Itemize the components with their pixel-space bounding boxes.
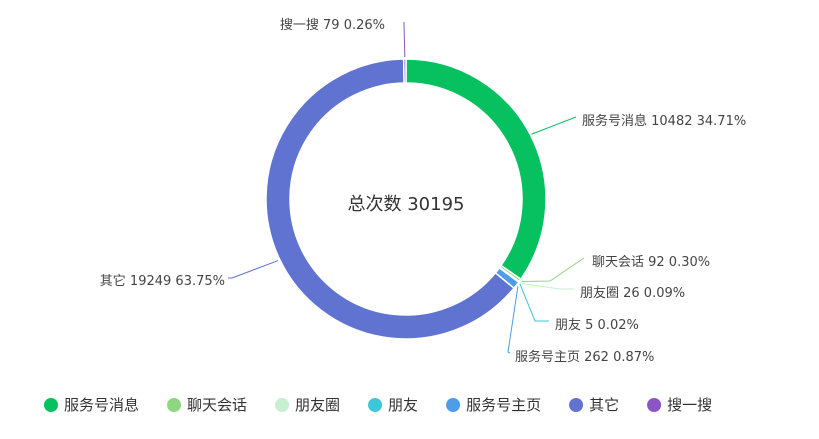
- legend-item-5[interactable]: 其它: [569, 396, 619, 414]
- leader-line-0: [531, 116, 577, 135]
- legend-dot-5: [569, 398, 584, 412]
- legend-dot-0: [44, 398, 58, 412]
- slice-label-5: 其它 19249 63.75%: [100, 273, 225, 289]
- legend-label-5: 其它: [589, 396, 619, 414]
- legend-item-0[interactable]: 服务号消息: [44, 396, 139, 414]
- legend-dot-2: [275, 398, 290, 412]
- slice-labels: 服务号消息 10482 34.71% 聊天会话 92 0.30% 朋友圈 26 0.…: [100, 18, 746, 365]
- leader-line-2: [520, 282, 574, 290]
- slices: [265, 58, 547, 340]
- leader-line-3: [519, 283, 549, 322]
- slice-label-3: 朋友 5 0.02%: [555, 317, 639, 333]
- legend-dot-1: [167, 398, 182, 412]
- slice-6[interactable]: [402, 58, 407, 84]
- slice-label-2: 朋友圈 26 0.09%: [580, 285, 685, 301]
- legend-label-4: 服务号主页: [466, 396, 541, 414]
- legend: 服务号消息 聊天会话 朋友圈 朋友 服务号主页 其它 搜一搜: [44, 396, 712, 414]
- legend-item-1[interactable]: 聊天会话: [167, 396, 247, 414]
- legend-label-1: 聊天会话: [187, 396, 247, 414]
- slice-label-4: 服务号主页 262 0.87%: [515, 349, 654, 365]
- legend-dot-3: [368, 398, 383, 412]
- legend-item-6[interactable]: 搜一搜: [647, 396, 712, 414]
- legend-dot-6: [647, 398, 662, 412]
- legend-label-2: 朋友圈: [295, 396, 340, 414]
- legend-dot-4: [446, 398, 461, 412]
- slice-5[interactable]: [265, 58, 515, 340]
- slice-label-0: 服务号消息 10482 34.71%: [582, 113, 746, 129]
- center-total-label: 总次数 30195: [348, 194, 465, 215]
- legend-label-3: 朋友: [388, 396, 418, 414]
- leader-line-5: [228, 260, 279, 279]
- slice-label-1: 聊天会话 92 0.30%: [592, 255, 710, 270]
- leader-line-4: [507, 286, 519, 354]
- legend-item-4[interactable]: 服务号主页: [446, 396, 541, 414]
- slice-0[interactable]: [405, 58, 547, 281]
- leader-lines: [228, 22, 585, 354]
- slice-label-6: 搜一搜 79 0.26%: [280, 18, 385, 33]
- leader-line-1: [521, 257, 585, 283]
- legend-label-0: 服务号消息: [64, 396, 139, 414]
- legend-label-6: 搜一搜: [667, 396, 712, 414]
- leader-line-6: [403, 22, 406, 58]
- legend-item-3[interactable]: 朋友: [368, 396, 418, 414]
- legend-item-2[interactable]: 朋友圈: [275, 396, 340, 414]
